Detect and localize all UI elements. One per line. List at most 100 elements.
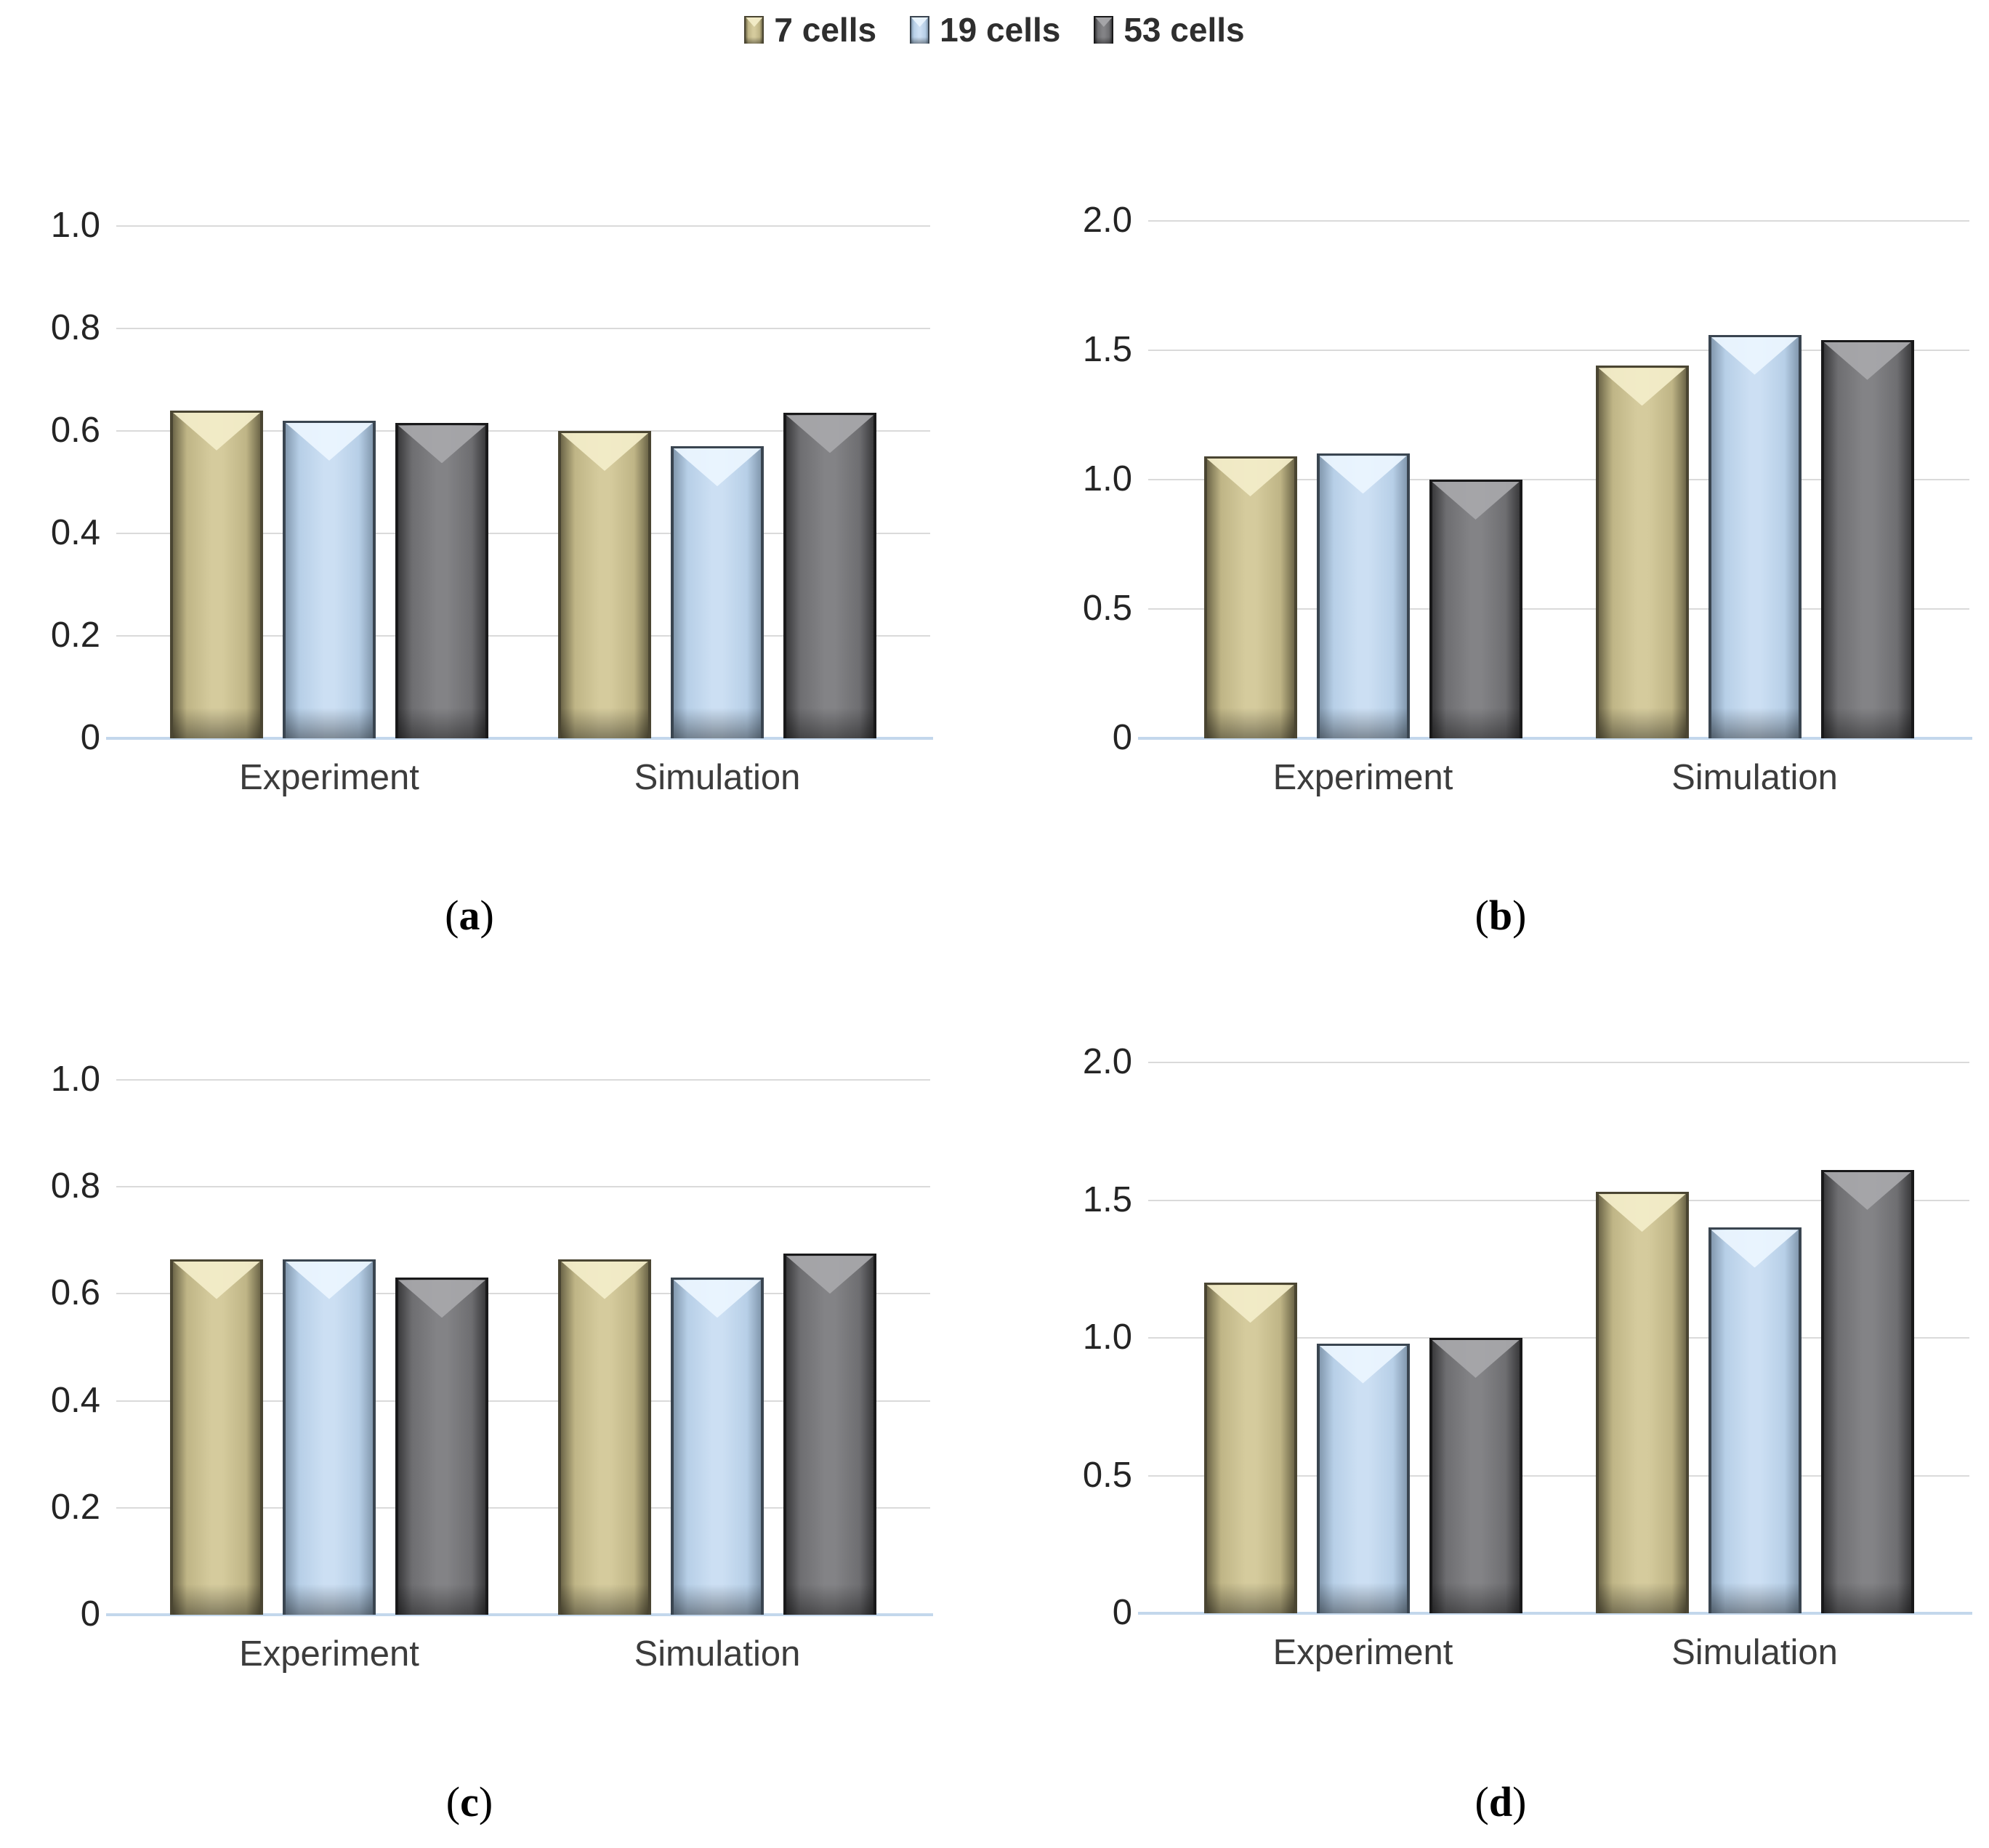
gridline-c-0-2: [116, 1506, 930, 1509]
ytick-b-0-5: 0.5: [1082, 588, 1132, 628]
category-label-a-experiment: Experiment: [239, 758, 419, 797]
category-label-d-experiment: Experiment: [1272, 1633, 1453, 1672]
legend-item-53-cells: 53 cells: [1094, 10, 1245, 49]
bar-a-experiment-19-cells: [283, 420, 376, 739]
ytick-d-0-5: 0.5: [1082, 1455, 1132, 1495]
bar-a-experiment-7-cells: [170, 410, 263, 739]
legend-label-53-cells: 53 cells: [1123, 11, 1245, 49]
gridline-b-0-5: [1148, 608, 1969, 610]
gridline-b-2-0: [1148, 220, 1969, 222]
gridline-b-1-5: [1148, 350, 1969, 351]
legend-item-19-cells: 19 cells: [910, 10, 1060, 49]
caption-a-letter: a: [459, 892, 480, 939]
gridline-c-0-4: [116, 1400, 930, 1402]
category-label-b-simulation: Simulation: [1671, 758, 1838, 797]
bar-c-simulation-19-cells: [671, 1278, 764, 1615]
gridline-c-1-0: [116, 1079, 930, 1081]
gridline-a-1-0: [116, 225, 930, 227]
legend-item-7-cells: 7 cells: [744, 10, 876, 49]
bar-b-simulation-53-cells: [1820, 339, 1914, 739]
plot-area-b: [1138, 220, 1972, 740]
caption-c-open: (: [445, 1778, 461, 1825]
ytick-c-0-4: 0.4: [50, 1380, 100, 1420]
bar-a-experiment-53-cells: [395, 423, 488, 738]
ytick-c-0-8: 0.8: [50, 1166, 100, 1206]
group-d-simulation: [1559, 1169, 1950, 1614]
chart-panel-a: 1.0 0.8 0.6 0.4 0.2 0 Experiment Simulation: [9, 206, 933, 798]
legend-swatch-19-cells-icon: [910, 16, 930, 44]
caption-b: (b): [1032, 891, 1969, 940]
ytick-d-0: 0: [1112, 1592, 1132, 1632]
bar-c-experiment-53-cells: [395, 1278, 488, 1615]
ytick-c-0: 0: [80, 1594, 100, 1634]
ytick-b-1-0: 1.0: [1082, 459, 1132, 499]
group-c-simulation: [523, 1254, 911, 1615]
ytick-c-1-0: 1.0: [50, 1059, 100, 1099]
ytick-c-0-6: 0.6: [50, 1273, 100, 1313]
gridline-a-0-6: [116, 430, 930, 432]
category-label-a-simulation: Simulation: [634, 758, 801, 797]
ytick-a-0: 0: [80, 717, 100, 757]
plot-area-c: [106, 1079, 933, 1616]
ytick-a-0-4: 0.4: [50, 512, 100, 552]
category-labels-c: Experiment Simulation: [116, 1634, 930, 1674]
group-b-simulation: [1559, 334, 1950, 739]
bar-c-simulation-53-cells: [783, 1254, 876, 1615]
bar-groups-a: [116, 226, 930, 739]
bar-groups-d: [1148, 1062, 1969, 1614]
ytick-a-0-8: 0.8: [50, 307, 100, 347]
plot-area-d: [1138, 1062, 1972, 1615]
ytick-b-2-0: 2.0: [1082, 200, 1132, 240]
category-label-b-experiment: Experiment: [1272, 758, 1453, 797]
ytick-c-0-2: 0.2: [50, 1487, 100, 1527]
gridline-a-0-4: [116, 533, 930, 534]
gridline-b-1-0: [1148, 479, 1969, 480]
category-labels-d: Experiment Simulation: [1148, 1632, 1969, 1673]
y-axis-d: 2.0 1.5 1.0 0.5 0: [1032, 1042, 1148, 1632]
ytick-d-2-0: 2.0: [1082, 1041, 1132, 1081]
chart-legend: 7 cells 19 cells 53 cells: [0, 10, 1989, 49]
ytick-a-0-6: 0.6: [50, 410, 100, 450]
x-axis-line-a: [106, 737, 933, 740]
group-c-experiment: [135, 1259, 523, 1615]
bar-d-simulation-19-cells: [1708, 1227, 1802, 1613]
caption-d: (d): [1032, 1778, 1969, 1826]
bar-a-simulation-53-cells: [783, 413, 876, 738]
chart-panel-c: 1.0 0.8 0.6 0.4 0.2 0 Experiment Simulation: [9, 1060, 933, 1674]
category-label-c-experiment: Experiment: [239, 1634, 419, 1674]
gridline-a-0-8: [116, 328, 930, 329]
plot-area-a: [106, 225, 933, 740]
caption-a-close: ): [480, 892, 494, 939]
category-label-c-simulation: Simulation: [634, 1634, 801, 1674]
bar-groups-b: [1148, 221, 1969, 739]
x-axis-line-d: [1138, 1612, 1972, 1615]
caption-c-close: ): [478, 1778, 493, 1825]
x-axis-line-c: [106, 1613, 933, 1616]
bar-c-experiment-7-cells: [170, 1259, 263, 1615]
bar-b-experiment-19-cells: [1316, 453, 1410, 738]
gridline-d-2-0: [1148, 1062, 1969, 1063]
caption-d-letter: d: [1488, 1778, 1513, 1825]
bar-c-simulation-7-cells: [558, 1259, 651, 1615]
group-b-experiment: [1167, 453, 1559, 739]
bar-a-simulation-19-cells: [671, 446, 764, 738]
y-axis-c: 1.0 0.8 0.6 0.4 0.2 0: [9, 1060, 116, 1634]
group-a-experiment: [135, 410, 523, 739]
gridline-c-0-8: [116, 1186, 930, 1188]
bar-c-experiment-19-cells: [283, 1259, 376, 1615]
bar-d-experiment-7-cells: [1203, 1283, 1297, 1613]
gridline-a-0-2: [116, 635, 930, 637]
caption-d-open: (: [1474, 1778, 1489, 1825]
category-labels-b: Experiment Simulation: [1148, 757, 1969, 798]
bar-d-experiment-19-cells: [1316, 1343, 1410, 1614]
bar-d-experiment-53-cells: [1429, 1338, 1522, 1613]
gridline-c-0-6: [116, 1293, 930, 1295]
caption-d-close: ): [1512, 1778, 1527, 1825]
category-label-d-simulation: Simulation: [1671, 1633, 1838, 1672]
ytick-a-0-2: 0.2: [50, 615, 100, 655]
bar-b-experiment-53-cells: [1429, 480, 1522, 738]
bar-b-simulation-7-cells: [1595, 366, 1689, 738]
caption-b-open: (: [1474, 892, 1489, 939]
gridline-d-0-5: [1148, 1474, 1969, 1477]
